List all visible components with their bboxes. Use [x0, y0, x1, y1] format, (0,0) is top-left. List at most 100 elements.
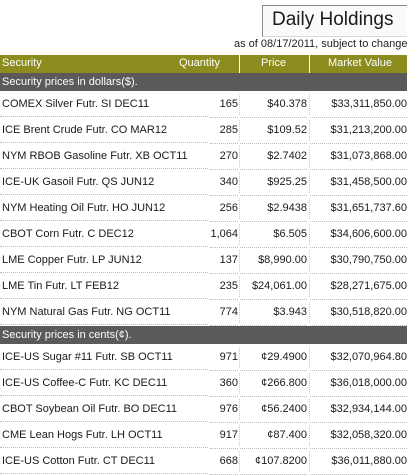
market-value: $33,311,850.00	[310, 92, 407, 118]
market-value: $36,011,880.00	[310, 449, 407, 475]
security-name: LME Tin Futr. LT FEB12	[0, 274, 208, 299]
column-header-market-value: Market Value	[328, 57, 392, 69]
table-row: ICE Brent Crude Futr. CO MAR12 285 $109.52…	[0, 118, 407, 144]
quantity-value: 360	[210, 371, 238, 397]
table-row: ICE-US Coffee-C Futr. KC DEC11 360 ¢266.80…	[0, 371, 407, 397]
column-header-row: Security Quantity Price Market Value	[0, 55, 407, 73]
column-divider	[309, 276, 310, 297]
price-value: $2.9438	[240, 196, 307, 222]
security-name: ICE-US Sugar #11 Futr. SB OCT11	[0, 345, 208, 370]
security-name: ICE-US Cotton Futr. CT DEC11	[0, 449, 208, 474]
column-divider	[239, 276, 240, 297]
price-value: $24,061.00	[240, 274, 307, 300]
security-name: CME Lean Hogs Futr. LH OCT11	[0, 423, 208, 448]
quantity-value: 137	[210, 248, 238, 274]
column-divider	[309, 250, 310, 271]
table-row: CME Lean Hogs Futr. LH OCT11 917 ¢87.400 $3…	[0, 423, 407, 449]
price-value: ¢87.400	[240, 423, 307, 449]
price-value: ¢266.800	[240, 371, 307, 397]
quantity-value: 165	[210, 92, 238, 118]
market-value: $36,018,000.00	[310, 371, 407, 397]
quantity-value: 917	[210, 423, 238, 449]
quantity-value: 774	[210, 300, 238, 326]
security-name: ICE-UK Gasoil Futr. QS JUN12	[0, 170, 208, 195]
price-value: $40.378	[240, 92, 307, 118]
quantity-value: 340	[210, 170, 238, 196]
price-value: ¢56.2400	[240, 397, 307, 423]
column-divider	[239, 172, 240, 193]
quantity-value: 270	[210, 144, 238, 170]
price-value: $6.505	[240, 222, 307, 248]
quantity-value: 256	[210, 196, 238, 222]
security-name: NYM RBOB Gasoline Futr. XB OCT11	[0, 144, 208, 169]
price-value: $925.25	[240, 170, 307, 196]
column-divider	[309, 94, 310, 115]
column-header-quantity: Quantity	[179, 57, 220, 69]
column-divider	[239, 399, 240, 420]
price-value: ¢107.8200	[240, 449, 307, 475]
title-bar	[262, 5, 407, 37]
table-row: ICE-US Sugar #11 Futr. SB OCT11 971 ¢29.49…	[0, 345, 407, 371]
quantity-value: 971	[210, 345, 238, 371]
quantity-value: 976	[210, 397, 238, 423]
price-value: $109.52	[240, 118, 307, 144]
column-divider	[309, 302, 310, 323]
market-value: $30,790,750.00	[310, 248, 407, 274]
market-value: $30,518,820.00	[310, 300, 407, 326]
quantity-value: 1,064	[210, 222, 238, 248]
column-divider	[239, 451, 240, 472]
table-row: CBOT Corn Futr. C DEC12 1,064 $6.505 $34,60…	[0, 222, 407, 248]
column-divider	[309, 451, 310, 472]
column-divider	[309, 198, 310, 219]
column-divider	[239, 302, 240, 323]
section-header: Security prices in cents(¢).	[0, 326, 407, 344]
market-value: $31,213,200.00	[310, 118, 407, 144]
column-divider	[309, 373, 310, 394]
market-value: $31,458,500.00	[310, 170, 407, 196]
price-value: ¢29.4900	[240, 345, 307, 371]
column-header-price: Price	[261, 57, 287, 69]
market-value: $32,934,144.00	[310, 397, 407, 423]
price-value: $8,990.00	[240, 248, 307, 274]
column-divider	[309, 146, 310, 167]
column-header-security: Security	[2, 57, 42, 69]
column-divider	[309, 55, 310, 73]
column-divider	[239, 120, 240, 141]
column-divider	[309, 172, 310, 193]
table-row: LME Copper Futr. LP JUN12 137 $8,990.00 $30…	[0, 248, 407, 274]
quantity-value: 285	[210, 118, 238, 144]
table-row: NYM Heating Oil Futr. HO JUN12 256 $2.9438…	[0, 196, 407, 222]
column-divider	[309, 347, 310, 368]
column-divider	[309, 224, 310, 245]
table-row: LME Tin Futr. LT FEB12 235 $24,061.00 $28,2…	[0, 274, 407, 300]
column-divider	[239, 94, 240, 115]
market-value: $32,058,320.00	[310, 423, 407, 449]
market-value: $31,651,737.60	[310, 196, 407, 222]
price-value: $2.7402	[240, 144, 307, 170]
header: Daily Holdings as of 08/17/2011, subject…	[0, 0, 407, 55]
section-header: Security prices in dollars($).	[0, 73, 407, 91]
market-value: $28,271,675.00	[310, 274, 407, 300]
security-name: CBOT Soybean Oil Futr. BO DEC11	[0, 397, 208, 422]
column-divider	[239, 55, 240, 73]
market-value: $34,606,600.00	[310, 222, 407, 248]
column-divider	[309, 120, 310, 141]
security-name: COMEX Silver Futr. SI DEC11	[0, 92, 208, 117]
section-title: Security prices in dollars($).	[2, 76, 138, 88]
column-divider	[309, 399, 310, 420]
market-value: $31,073,868.00	[310, 144, 407, 170]
quantity-value: 668	[210, 449, 238, 475]
table-row: ICE-UK Gasoil Futr. QS JUN12 340 $925.25 $3…	[0, 170, 407, 196]
security-name: CBOT Corn Futr. C DEC12	[0, 222, 208, 247]
table-row: CBOT Soybean Oil Futr. BO DEC11 976 ¢56.24…	[0, 397, 407, 423]
security-name: NYM Heating Oil Futr. HO JUN12	[0, 196, 208, 221]
column-divider	[239, 347, 240, 368]
table-row: ICE-US Cotton Futr. CT DEC11 668 ¢107.8200…	[0, 449, 407, 475]
column-divider	[239, 146, 240, 167]
column-divider	[239, 198, 240, 219]
security-name: NYM Natural Gas Futr. NG OCT11	[0, 300, 208, 325]
market-value: $32,070,964.80	[310, 345, 407, 371]
security-name: LME Copper Futr. LP JUN12	[0, 248, 208, 273]
quantity-value: 235	[210, 274, 238, 300]
column-divider	[239, 373, 240, 394]
